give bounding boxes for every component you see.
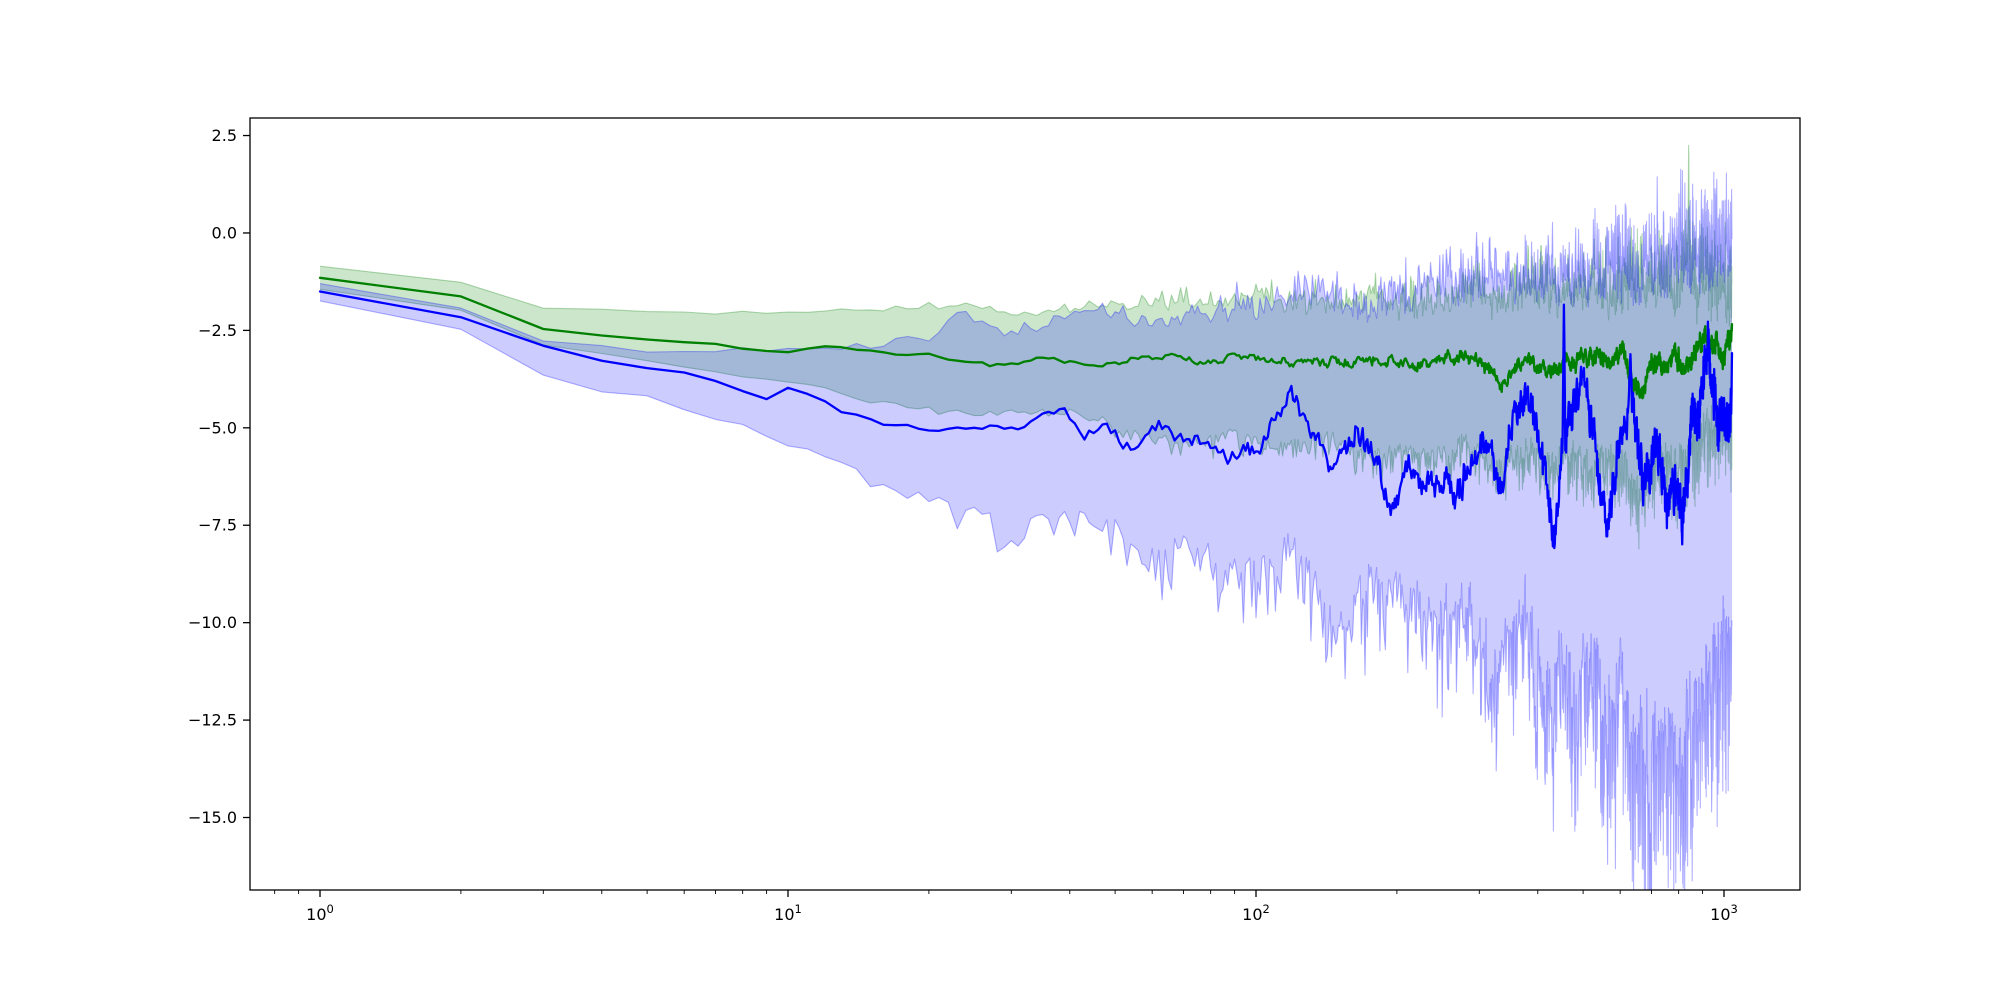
blue-series-band	[319, 168, 1733, 890]
x-tick-label: 101	[774, 902, 802, 924]
x-tick-label: 100	[306, 902, 334, 924]
y-tick-label: −7.5	[198, 516, 237, 535]
plot-border	[249, 117, 1801, 891]
x-tick-label: 103	[1710, 902, 1738, 924]
x-axis: 100 101 102 103	[274, 890, 1738, 924]
y-axis: 2.5 0.0 −2.5 −5.0 −7.5 −10.0 −12.5 −15.0	[188, 126, 250, 827]
y-tick-label: −15.0	[188, 808, 237, 827]
blue-band-fill	[320, 169, 1732, 890]
y-tick-label: −2.5	[198, 321, 237, 340]
green-mean-line	[318, 276, 1734, 400]
green-band-fill	[320, 145, 1732, 549]
y-tick-label: −5.0	[198, 418, 237, 437]
plot-area	[318, 144, 1734, 890]
y-tick-label: 2.5	[212, 126, 237, 145]
green-band-upper-edge	[319, 144, 1733, 327]
y-tick-label: 0.0	[212, 223, 237, 242]
blue-mean-line	[318, 290, 1734, 550]
y-tick-label: −10.0	[188, 613, 237, 632]
blue-band-lower-edge	[319, 300, 1733, 890]
blue-band-upper-edge	[319, 168, 1733, 353]
x-tick-label: 102	[1242, 902, 1270, 924]
y-tick-label: −12.5	[188, 711, 237, 730]
